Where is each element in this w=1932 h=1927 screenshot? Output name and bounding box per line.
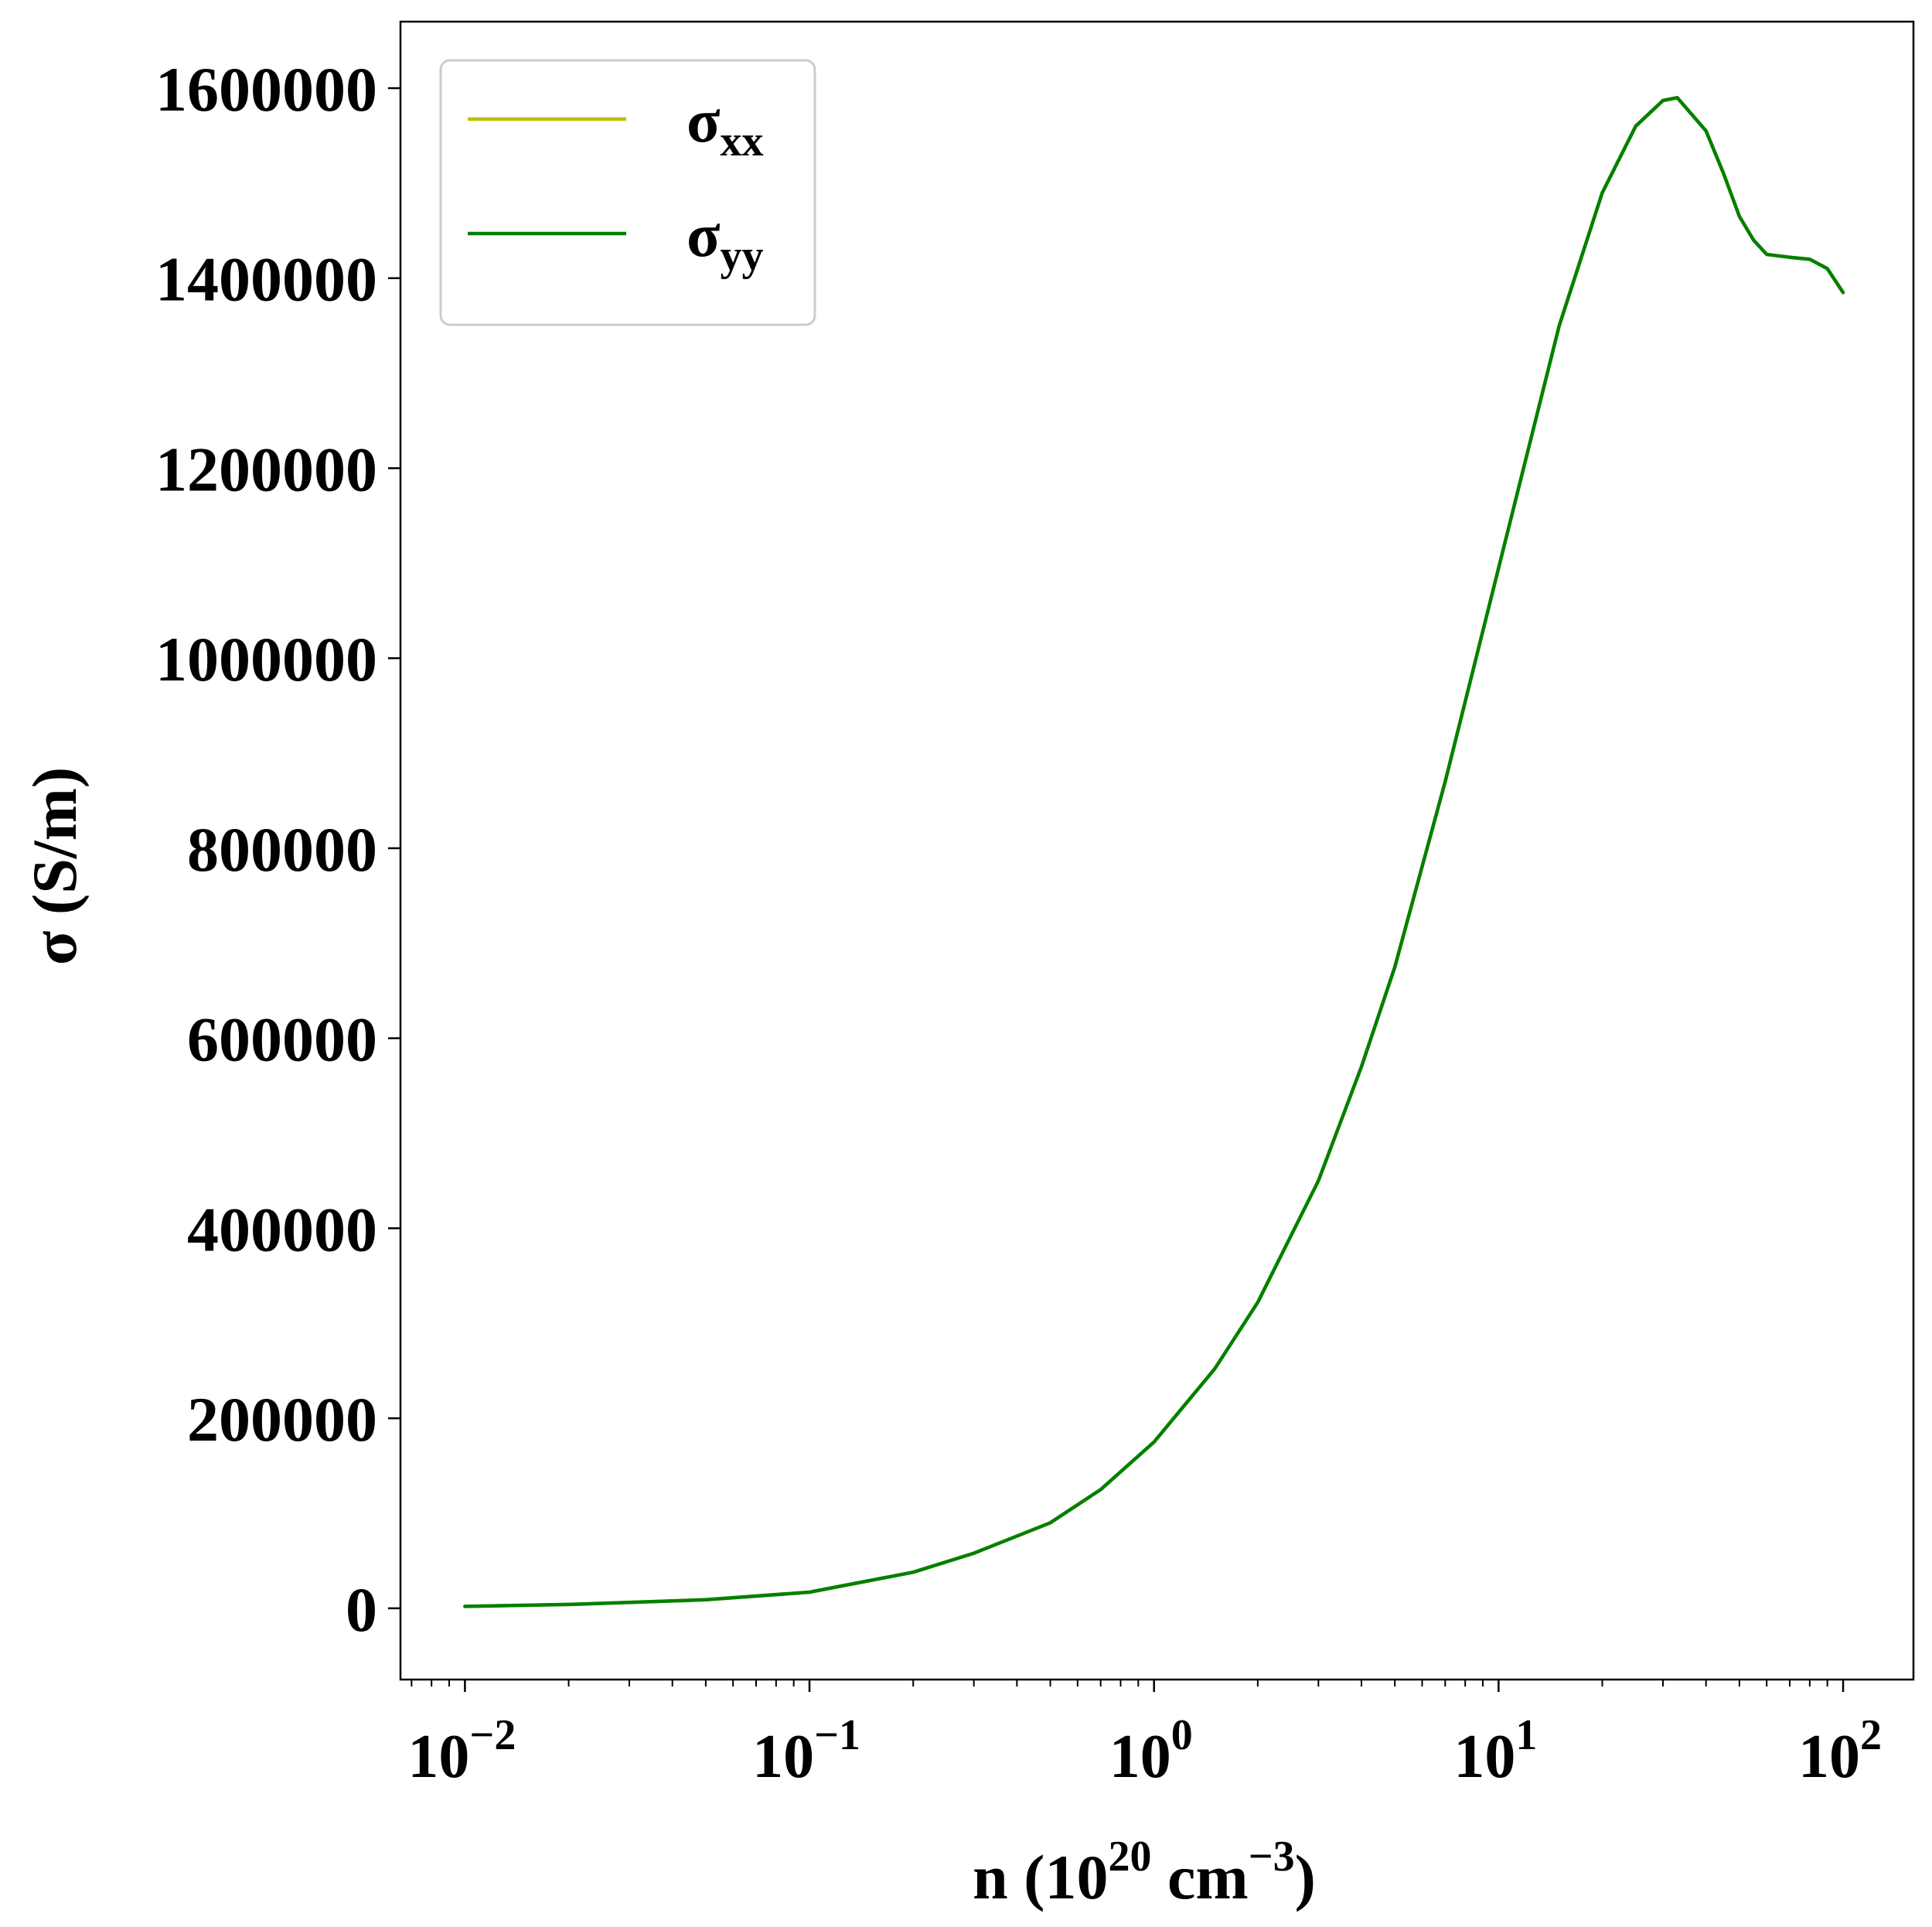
y-axis-label: σ (S/m) (19, 767, 90, 965)
x-axis: 10−2 10−1 100 101 102 (407, 1680, 1882, 1791)
x-tick-label: 101 (1453, 1711, 1537, 1791)
x-axis-label-mid: cm (1151, 1842, 1248, 1912)
series-layer (463, 96, 1845, 1608)
y-tick-label: 0 (346, 1574, 377, 1645)
legend-label-sigma-xx-sub: xx (721, 118, 764, 165)
x-axis-label-sup1: 20 (1108, 1833, 1151, 1881)
legend-label-sigma-yy-base: σ (687, 202, 721, 270)
series-line-sigma-yy (463, 96, 1845, 1608)
x-axis-label-prefix: n (10 (973, 1842, 1108, 1912)
x-tick-label: 100 (1109, 1711, 1193, 1791)
plot-frame (399, 20, 1915, 1681)
legend-label-sigma-yy-sub: yy (721, 232, 764, 280)
legend-label-sigma-xx-base: σ (687, 87, 721, 155)
y-tick-label: 1200000 (155, 434, 377, 504)
y-tick-label: 400000 (187, 1194, 377, 1264)
x-tick-label: 10−2 (407, 1711, 516, 1791)
y-tick-label: 600000 (187, 1004, 377, 1075)
y-axis: 0 200000 400000 600000 800000 1000000 1200000 1… (155, 54, 400, 1645)
legend-label-sigma-yy: σyy (687, 202, 764, 280)
y-tick-label: 200000 (187, 1384, 377, 1455)
x-axis-label-suffix: ) (1295, 1842, 1316, 1912)
legend-box (439, 59, 816, 326)
y-tick-label: 800000 (187, 814, 377, 885)
y-tick-label: 1600000 (155, 54, 377, 124)
x-axis-label: n (1020 cm−3) (973, 1833, 1316, 1912)
x-axis-label-sup2: −3 (1249, 1833, 1295, 1881)
y-tick-label: 1400000 (155, 244, 377, 315)
y-tick-label: 1000000 (155, 624, 377, 694)
legend-label-sigma-xx: σxx (687, 87, 764, 165)
x-tick-label: 102 (1798, 1711, 1882, 1791)
x-tick-label: 10−1 (752, 1711, 860, 1791)
legend: σxx σyy (439, 59, 816, 326)
